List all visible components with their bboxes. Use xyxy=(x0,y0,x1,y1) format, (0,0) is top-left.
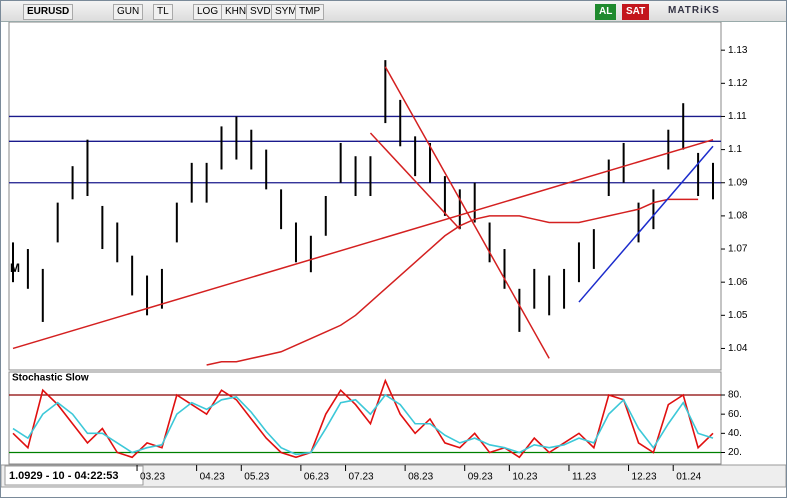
button[interactable]: TMP xyxy=(295,4,325,20)
price-panel xyxy=(8,22,722,371)
y-tick-label: 40. xyxy=(728,428,742,439)
y-tick-label: 1.11 xyxy=(728,111,747,122)
y-tick-label: 1.04 xyxy=(728,343,748,354)
x-tick-label: 11.23 xyxy=(572,472,597,483)
x-tick-label: 10.23 xyxy=(512,472,537,483)
x-tick-label: 06.23 xyxy=(304,472,329,483)
x-tick-label: 05.23 xyxy=(244,472,269,483)
trendline xyxy=(384,66,550,359)
panel-title: Stochastic Slow xyxy=(12,373,89,384)
x-tick-label: 07.23 xyxy=(349,472,374,483)
y-tick-label: 60. xyxy=(728,409,742,420)
trendline xyxy=(578,145,714,303)
moving-average xyxy=(206,198,699,366)
y-tick-label: 1.09 xyxy=(728,177,748,188)
y-tick-label: 1.13 xyxy=(728,45,748,56)
x-tick-label: 08.23 xyxy=(408,472,433,483)
x-tick-label: 01.24 xyxy=(676,472,701,483)
brand: MATRiKS xyxy=(668,5,720,16)
y-tick-label: 1.08 xyxy=(728,211,748,222)
stoch-line xyxy=(12,393,714,456)
y-tick-label: 80. xyxy=(728,390,742,401)
y-tick-label: 1.05 xyxy=(728,310,748,321)
y-tick-label: 20. xyxy=(728,447,742,458)
x-tick-label: 03.23 xyxy=(140,472,165,483)
trendline xyxy=(12,138,714,350)
footer xyxy=(1,464,786,488)
trendline xyxy=(369,132,461,230)
y-tick-label: 1.12 xyxy=(728,78,748,89)
status: 1.0929 - 10 - 04:22:53 xyxy=(9,470,118,482)
x-tick-label: 12.23 xyxy=(632,472,657,483)
toolbar: EURUSD GUN TL LOG KHN SVD SYM TMP AL SAT… xyxy=(1,1,786,22)
sell-button[interactable]: SAT xyxy=(622,4,650,20)
y-tick-label: 1.07 xyxy=(728,244,748,255)
buy-button[interactable]: AL xyxy=(595,4,617,20)
symbol[interactable]: EURUSD xyxy=(23,4,74,20)
y-tick-label: 1.06 xyxy=(728,277,748,288)
button[interactable]: GUN xyxy=(113,4,144,20)
panel-marker: M xyxy=(10,261,20,275)
status-box xyxy=(4,465,144,486)
x-tick-label: 09.23 xyxy=(468,472,493,483)
y-tick-label: 1.1 xyxy=(728,144,742,155)
chart: 1.0929 - 10 - 04:22:53 M 1.04 1.05 1.06 1.0… xyxy=(1,22,786,488)
button[interactable]: LOG xyxy=(193,4,223,20)
button[interactable]: TL xyxy=(153,4,173,20)
x-tick-label: 04.23 xyxy=(200,472,225,483)
